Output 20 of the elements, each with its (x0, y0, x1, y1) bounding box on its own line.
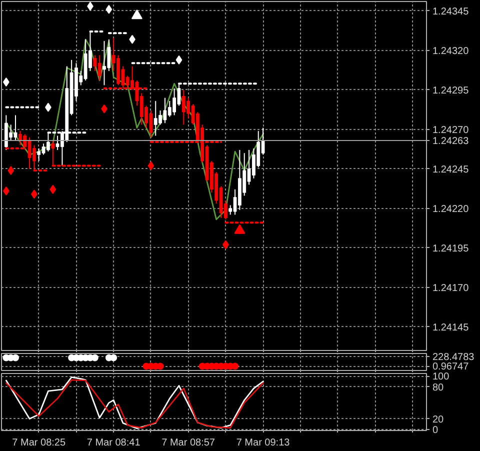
y-tick-label: 1.24170 (432, 282, 470, 294)
y-tick-label: 1.24320 (432, 46, 470, 57)
x-tick-label: 7 Mar 08:41 (86, 438, 141, 448)
y-tick-label: 228.4783 (432, 352, 475, 364)
y-tick-label: 0 (432, 424, 438, 436)
y-tick-label: 1.24295 (432, 85, 470, 96)
y-tick-label: 1.24245 (432, 164, 470, 176)
y-tick-label: 20 (432, 414, 444, 426)
y-tick-label: 1.24145 (432, 322, 470, 334)
y-tick-label: 1.24220 (432, 204, 470, 215)
y-tick-label: 0.96747 (432, 362, 470, 373)
y-tick-label: 80 (432, 382, 444, 394)
ref-line-label: 1.24263 (432, 136, 470, 147)
x-tick-label: 7 Mar 08:25 (12, 438, 66, 448)
x-tick-label: 7 Mar 08:57 (162, 438, 216, 448)
y-tick-label: 100 (432, 372, 450, 383)
y-tick-label: 1.24195 (432, 243, 470, 254)
y-tick-label: 1.24270 (432, 124, 470, 136)
x-tick-label: 7 Mar 09:13 (236, 438, 290, 448)
y-tick-label: 1.24345 (432, 6, 470, 18)
